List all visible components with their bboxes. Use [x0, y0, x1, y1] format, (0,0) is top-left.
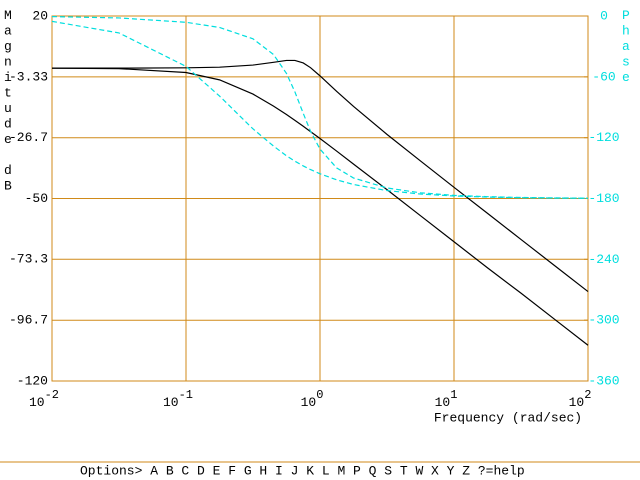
y-tick-label: -50: [25, 191, 48, 206]
x-axis-label: Frequency (rad/sec): [434, 410, 582, 425]
y-tick-label: 20: [32, 8, 48, 23]
plot-frame: [51, 15, 589, 382]
series-line: [52, 59, 589, 293]
y-tick-label: -3.33: [9, 69, 48, 84]
x-tick-exponent: 0: [316, 388, 323, 402]
y-tick-label: -26.7: [9, 130, 48, 145]
x-tick-base: 10: [301, 395, 317, 410]
x-tick-label: 101: [435, 388, 458, 410]
x-tick-exponent: 2: [584, 388, 591, 402]
x-tick-label: 102: [569, 388, 592, 410]
x-tick-base: 10: [569, 395, 585, 410]
y2-tick-label: 0: [600, 8, 608, 23]
x-tick-label: 10-2: [29, 388, 59, 410]
menu-bar[interactable]: Options> A B C D E F G H I J K L M P Q S…: [80, 463, 525, 478]
x-tick-label: 10-1: [163, 388, 193, 410]
x-tick-exponent: -1: [179, 388, 193, 402]
y2-tick-label: -120: [588, 130, 619, 145]
x-tick-base: 10: [29, 395, 45, 410]
y-tick-label: -120: [17, 373, 48, 388]
y2-tick-label: -300: [588, 313, 619, 328]
series-line: [51, 16, 589, 199]
y-tick-label: -73.3: [9, 252, 48, 267]
y-tick-label: -96.7: [9, 313, 48, 328]
y2-tick-label: -60: [592, 69, 615, 84]
y2-tick-label: -240: [588, 252, 619, 267]
x-tick-base: 10: [435, 395, 451, 410]
series-line: [51, 20, 589, 199]
x-tick-base: 10: [163, 395, 179, 410]
series-line: [51, 67, 589, 346]
x-tick-label: 100: [301, 388, 324, 410]
y2-tick-label: -180: [588, 191, 619, 206]
x-tick-exponent: 1: [450, 388, 457, 402]
x-tick-exponent: -2: [45, 388, 59, 402]
y2-tick-label: -360: [588, 373, 619, 388]
